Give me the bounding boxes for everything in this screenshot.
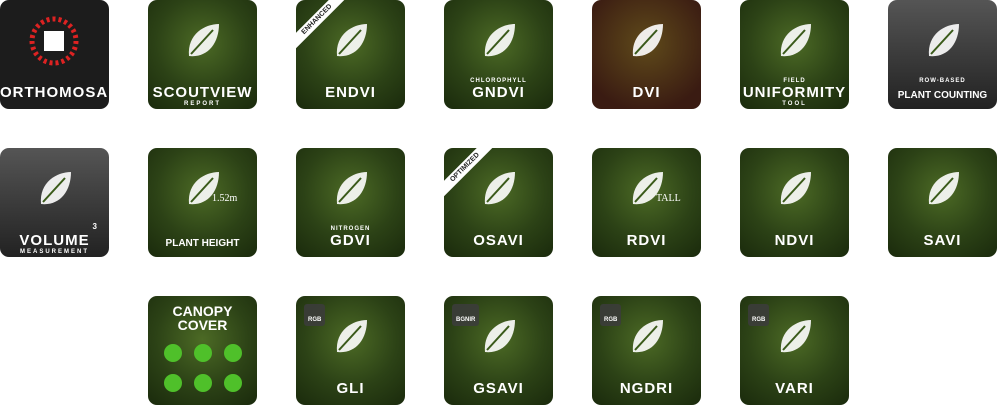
- app-icon: [632, 24, 663, 57]
- tile-label: NDVI: [774, 232, 815, 249]
- tile-overlabel: CHLOROPHYLL: [470, 78, 527, 84]
- camera-tag: RGB: [748, 304, 770, 326]
- app-icon: [484, 172, 515, 205]
- tile-note: TALL: [656, 193, 681, 204]
- app-icon: [29, 16, 79, 66]
- app-tile[interactable]: OSAVI OPTIMIZED: [444, 148, 553, 257]
- tile-label: RDVI: [626, 232, 667, 249]
- app-tile[interactable]: PLANT COUNTING ROW-BASED: [888, 0, 997, 109]
- app-icon: [484, 24, 515, 57]
- app-icon: [40, 172, 71, 205]
- app-tile[interactable]: PLANT HEIGHT 1.52m: [148, 148, 257, 257]
- app-tile[interactable]: NGDRI RGB: [592, 296, 701, 405]
- canopy-icons: [164, 344, 242, 392]
- tile-label: ENDVI: [325, 84, 376, 101]
- app-tile[interactable]: GLI RGB: [296, 296, 405, 405]
- app-icon: [632, 320, 663, 353]
- tile-label: GDVI: [330, 232, 371, 249]
- app-icon: [336, 172, 367, 205]
- camera-tag: RGB: [600, 304, 622, 326]
- tile-superscript: 3: [92, 222, 97, 231]
- tile-heading: CANOPY COVER: [172, 303, 233, 333]
- app-tile[interactable]: ENDVI ENHANCED: [296, 0, 405, 109]
- tile-overlabel: FIELD: [783, 78, 806, 84]
- app-tile[interactable]: CANOPY COVER: [148, 296, 257, 405]
- tile-label: SCOUTVIEW: [152, 84, 253, 101]
- tile-sublabel: REPORT: [183, 101, 221, 107]
- tile-label: GSAVI: [473, 380, 524, 397]
- app-icon: [336, 24, 367, 57]
- tile-label: VOLUME: [19, 232, 90, 249]
- tile-label: VARI: [775, 380, 814, 397]
- app-icon: [928, 24, 959, 57]
- tile-label: DVI: [632, 84, 661, 101]
- tile-label: PLANT HEIGHT: [165, 238, 240, 249]
- tile-sublabel: MEASUREMENT: [19, 249, 89, 255]
- app-icon: [484, 320, 515, 353]
- app-tile[interactable]: GDVI NITROGEN: [296, 148, 405, 257]
- tile-label: SAVI: [923, 232, 962, 249]
- app-tile[interactable]: GSAVI BGNIR: [444, 296, 553, 405]
- tile-note: 1.52m: [212, 193, 238, 204]
- tile-label: PLANT COUNTING: [897, 90, 988, 101]
- app-icon: [188, 24, 219, 57]
- app-icon: [928, 172, 959, 205]
- tile-label: OSAVI: [473, 232, 524, 249]
- camera-tag: BGNIR: [452, 304, 480, 326]
- tile-label: GLI: [336, 380, 365, 397]
- app-icon: [780, 24, 811, 57]
- tile-overlabel: NITROGEN: [330, 226, 371, 232]
- app-tile[interactable]: NDVI: [740, 148, 849, 257]
- tile-label: GNDVI: [472, 84, 525, 101]
- camera-tag: RGB: [304, 304, 326, 326]
- tile-label: ORTHOMOSAIC: [0, 84, 109, 101]
- app-tile[interactable]: DVI: [592, 0, 701, 109]
- app-tile[interactable]: VOLUME MEASUREMENT 3: [0, 148, 109, 257]
- app-icon: [632, 172, 663, 205]
- tile-label: NGDRI: [619, 380, 674, 397]
- app-icon: [188, 172, 219, 205]
- app-tile[interactable]: GNDVI CHLOROPHYLL: [444, 0, 553, 109]
- app-icon: [780, 320, 811, 353]
- app-icon: [336, 320, 367, 353]
- app-icon: [780, 172, 811, 205]
- app-tile[interactable]: SAVI: [888, 148, 997, 257]
- app-tile[interactable]: UNIFORMITY TOOL FIELD: [740, 0, 849, 109]
- tile-overlabel: ROW-BASED: [919, 78, 966, 84]
- app-tile[interactable]: ORTHOMOSAIC: [0, 0, 109, 109]
- app-tile[interactable]: SCOUTVIEW REPORT: [148, 0, 257, 109]
- app-tile[interactable]: VARI RGB: [740, 296, 849, 405]
- app-tile[interactable]: RDVI TALL: [592, 148, 701, 257]
- tile-sublabel: TOOL: [782, 101, 807, 107]
- tile-label: UNIFORMITY: [742, 84, 847, 101]
